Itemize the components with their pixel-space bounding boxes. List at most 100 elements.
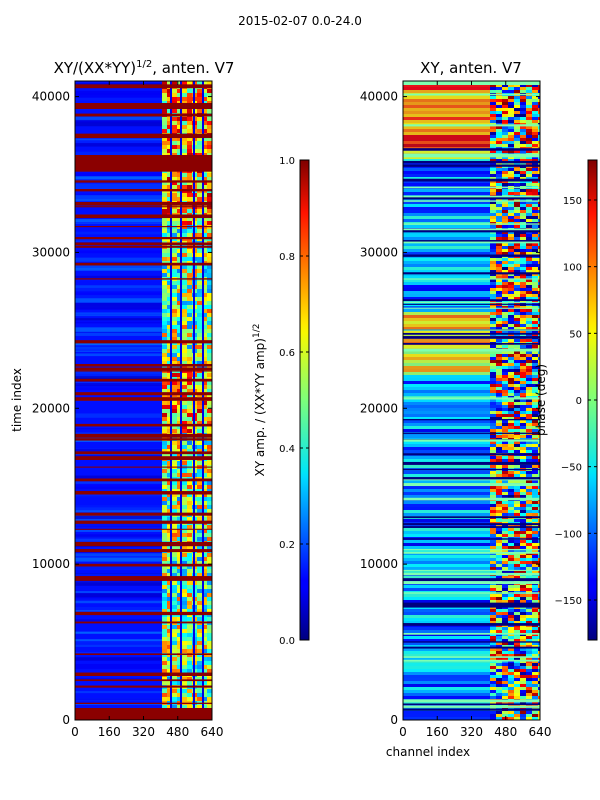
- phase-cell: [532, 663, 538, 666]
- amplitude-cell: [202, 569, 207, 573]
- amplitude-cell: [177, 317, 182, 321]
- phase-cell: [532, 144, 538, 147]
- phase-cell: [490, 87, 496, 90]
- amplitude-cell: [187, 109, 192, 113]
- amplitude-cell: [207, 301, 212, 305]
- phase-cell: [538, 210, 540, 213]
- phase-cell: [532, 447, 538, 450]
- phase-cell: [538, 174, 540, 177]
- amplitude-ylabel: time index: [10, 368, 24, 432]
- phase-cell: [490, 594, 496, 597]
- phase-row: [403, 549, 490, 552]
- phase-cell: [514, 174, 520, 177]
- phase-cell: [526, 192, 532, 195]
- phase-cell: [532, 435, 538, 438]
- amplitude-texture: [75, 97, 162, 101]
- amplitude-cell: [187, 361, 192, 365]
- phase-cell: [502, 357, 508, 360]
- amplitude-cell: [182, 181, 187, 185]
- phase-cell: [490, 615, 496, 618]
- amplitude-cell: [207, 505, 212, 509]
- amplitude-cell: [167, 545, 172, 549]
- phase-cell: [514, 663, 520, 666]
- phase-cell: [490, 417, 496, 420]
- phase-cell: [520, 717, 526, 720]
- amplitude-cell: [182, 333, 187, 337]
- phase-cell: [496, 558, 502, 561]
- phase-cell: [538, 711, 540, 714]
- amplitude-cell: [177, 505, 182, 509]
- amplitude-cell: [207, 533, 212, 537]
- phase-cell: [508, 636, 514, 639]
- amplitude-cell: [197, 441, 202, 445]
- amplitude-cell: [207, 117, 212, 121]
- phase-cell: [508, 285, 514, 288]
- phase-cell: [532, 105, 538, 108]
- phase-cell: [526, 330, 532, 333]
- amplitude-cell: [182, 197, 187, 201]
- amplitude-cell: [182, 353, 187, 357]
- amplitude-cell: [172, 253, 177, 257]
- phase-row: [403, 639, 490, 642]
- phase-cell: [514, 126, 520, 129]
- phase-cell: [538, 105, 540, 108]
- phase-cell: [526, 87, 532, 90]
- phase-cell: [538, 192, 540, 195]
- amplitude-cell: [202, 289, 207, 293]
- amplitude-flag-row: [75, 549, 212, 551]
- phase-cell: [526, 327, 532, 330]
- amplitude-texture: [75, 315, 162, 318]
- phase-cell: [538, 687, 540, 690]
- amplitude-cell: [177, 669, 182, 673]
- phase-cell: [502, 411, 508, 414]
- phase-cell: [490, 543, 496, 546]
- amplitude-cell: [182, 249, 187, 253]
- phase-cell: [490, 441, 496, 444]
- amplitude-cell: [207, 209, 212, 213]
- phase-row: [403, 135, 490, 138]
- amplitude-cell: [177, 97, 182, 101]
- amplitude-cell: [197, 601, 202, 605]
- phase-cell: [496, 411, 502, 414]
- amplitude-cell: [162, 389, 167, 393]
- amplitude-cell: [177, 193, 182, 197]
- amplitude-cell: [172, 585, 177, 589]
- phase-cell: [508, 630, 514, 633]
- phase-cell: [520, 666, 526, 669]
- phase-cell: [538, 114, 540, 117]
- phase-cell: [520, 486, 526, 489]
- phase-cell: [538, 354, 540, 357]
- phase-cell: [490, 666, 496, 669]
- phase-cell: [490, 174, 496, 177]
- phase-cell: [520, 363, 526, 366]
- amplitude-cell: [202, 641, 207, 645]
- phase-cell: [508, 639, 514, 642]
- amplitude-cell: [177, 697, 182, 701]
- amplitude-cell: [202, 497, 207, 501]
- phase-row: [403, 87, 490, 90]
- amplitude-cell: [167, 653, 172, 657]
- phase-row: [403, 459, 490, 462]
- phase-row: [403, 561, 490, 564]
- phase-cell: [538, 369, 540, 372]
- phase-cell: [508, 297, 514, 300]
- phase-row: [403, 441, 490, 444]
- phase-cell: [496, 141, 502, 144]
- phase-cell: [538, 588, 540, 591]
- phase-cell: [502, 528, 508, 531]
- phase-cell: [496, 534, 502, 537]
- amplitude-cell: [207, 581, 212, 585]
- phase-cell: [496, 285, 502, 288]
- phase-row: [403, 324, 490, 327]
- amplitude-flag-row: [75, 189, 212, 192]
- phase-cell: [520, 291, 526, 294]
- phase-cell: [496, 189, 502, 192]
- amplitude-cell: [202, 561, 207, 565]
- phase-cell: [496, 441, 502, 444]
- phase-cell: [496, 402, 502, 405]
- amplitude-cell: [207, 453, 212, 457]
- amplitude-texture: [75, 294, 162, 299]
- phase-cell: [514, 162, 520, 165]
- phase-cell: [520, 651, 526, 654]
